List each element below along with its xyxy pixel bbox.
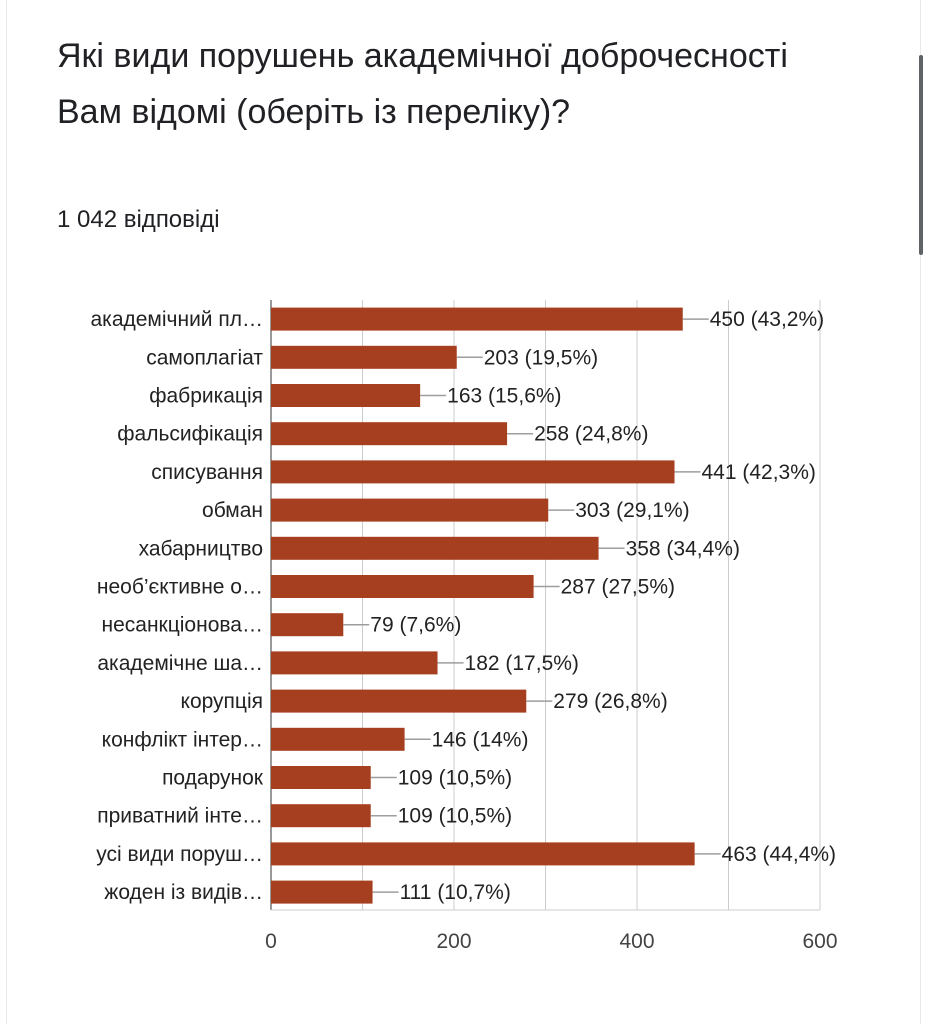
category-label: конфлікт інтер… <box>102 728 263 751</box>
category-label: корупція <box>181 690 263 713</box>
value-label: 163 (15,6%) <box>447 385 561 408</box>
bar <box>271 498 549 522</box>
response-count: 1 042 відповіді <box>57 206 220 233</box>
value-label: 146 (14%) <box>432 728 529 751</box>
value-label: 79 (7,6%) <box>370 614 461 637</box>
value-label: 287 (27,5%) <box>561 576 675 599</box>
bar <box>271 613 344 637</box>
category-label: академічний пл… <box>90 308 263 331</box>
category-label: несанкціонова… <box>102 614 264 637</box>
x-tick-label: 600 <box>802 930 837 953</box>
bar <box>271 651 438 675</box>
value-label: 463 (44,4%) <box>722 843 836 866</box>
bar <box>271 575 534 598</box>
bar <box>271 345 457 369</box>
value-label: 441 (42,3%) <box>702 461 816 484</box>
category-label: обман <box>202 499 263 522</box>
bar <box>271 460 675 484</box>
x-tick-label: 0 <box>265 930 277 953</box>
question-title: Які види порушень академічної доброчесно… <box>57 37 788 131</box>
bar <box>271 727 405 751</box>
value-label: 358 (34,4%) <box>626 537 740 560</box>
category-label: самоплагіат <box>146 346 263 369</box>
bar <box>271 842 695 866</box>
bar <box>271 880 373 904</box>
category-label: фальсифікація <box>117 423 263 446</box>
value-label: 109 (10,5%) <box>398 767 512 790</box>
category-label: подарунок <box>162 767 264 790</box>
category-label: фабрикація <box>149 385 263 408</box>
category-label: необ’єктивне о… <box>97 576 263 599</box>
bar <box>271 422 508 446</box>
bar <box>271 536 599 560</box>
value-label: 182 (17,5%) <box>465 652 579 675</box>
x-tick-label: 400 <box>619 930 654 953</box>
value-label: 203 (19,5%) <box>484 346 598 369</box>
value-label: 258 (24,8%) <box>534 423 648 446</box>
value-label: 279 (26,8%) <box>553 690 667 713</box>
value-label: 109 (10,5%) <box>398 805 512 828</box>
category-label: списування <box>151 461 263 484</box>
category-label: академічне ша… <box>97 652 263 675</box>
value-label: 303 (29,1%) <box>575 499 689 522</box>
category-label: усі види поруш… <box>96 843 263 866</box>
category-label: приватний інте… <box>97 805 263 828</box>
category-label: хабарництво <box>139 537 263 560</box>
category-label: жоден із видів… <box>104 881 263 904</box>
x-tick-label: 200 <box>436 930 471 953</box>
scrollbar[interactable] <box>919 55 923 255</box>
bar <box>271 689 527 713</box>
bar <box>271 766 371 789</box>
value-label: 111 (10,7%) <box>400 881 511 904</box>
value-label: 450 (43,2%) <box>710 308 824 331</box>
bar <box>271 804 371 828</box>
bar <box>271 384 421 407</box>
bar <box>271 307 683 331</box>
